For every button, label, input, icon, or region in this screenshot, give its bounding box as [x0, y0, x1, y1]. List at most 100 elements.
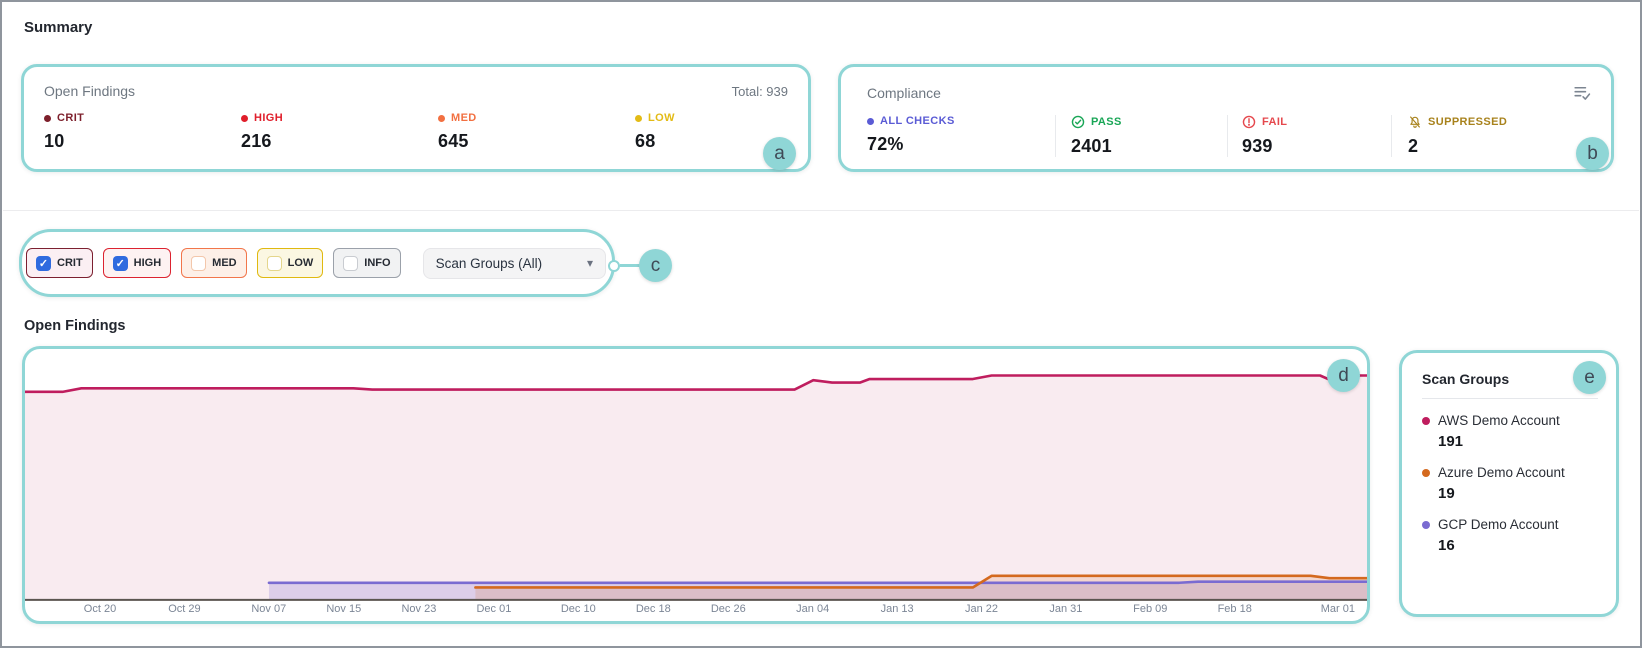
stat-value: 645 [438, 131, 469, 151]
compliance-card: Compliance ALL CHECKS 72% [838, 64, 1614, 172]
list-check-icon[interactable] [1572, 83, 1591, 102]
stat-label: PASS [1091, 116, 1122, 128]
findings-chart-panel: Oct 20 Oct 29 Nov 07 Nov 15 Nov 23 Dec 01 Dec … [22, 346, 1370, 624]
x-tick-label: Feb 18 [1217, 603, 1252, 615]
stat-label: FAIL [1262, 116, 1288, 128]
severity-filter-group: CRIT HIGH MED LOW INFO Scan Groups (All)… [19, 229, 615, 297]
badge-c-connector-line [620, 264, 640, 267]
x-tick-label: Jan 31 [1049, 603, 1083, 615]
stat-high: HIGH 216 [241, 112, 438, 152]
circle-check-icon [1071, 115, 1085, 129]
x-tick-label: Dec 01 [476, 603, 512, 615]
filter-pill-label: INFO [364, 257, 391, 269]
stat-crit: CRIT 10 [44, 112, 241, 152]
info-checkbox[interactable] [343, 255, 359, 271]
med-checkbox[interactable] [191, 255, 207, 271]
low-dot-icon [635, 114, 642, 122]
high-dot-icon [241, 114, 248, 122]
stat-value: 2401 [1071, 136, 1112, 156]
x-tick-label: Nov 23 [401, 603, 437, 615]
chart-line-gcp-demo-account [267, 580, 1367, 585]
scan-groups-dropdown[interactable]: Scan Groups (All) ▾ [422, 247, 606, 279]
stat-med: MED 645 [438, 112, 635, 152]
legend-item-name: GCP Demo Account [1438, 517, 1559, 532]
x-tick-label: Feb 09 [1133, 603, 1168, 615]
stat-low: LOW 68 [635, 112, 675, 152]
x-tick-label: Jan 22 [964, 603, 999, 615]
x-tick-label: Oct 20 [83, 603, 117, 615]
open-findings-card: Open Findings Total: 939 CRIT 10 HIGH 21… [21, 64, 811, 172]
compliance-stats: ALL CHECKS 72% PASS 2401 [867, 115, 1591, 157]
stat-suppressed: SUPPRESSED 2 [1391, 115, 1591, 157]
x-tick-label: Dec 18 [635, 603, 671, 615]
stat-value: 2 [1408, 136, 1419, 156]
legend-item-gcp: GCP Demo Account 16 [1422, 517, 1598, 554]
filter-pill-label: MED [212, 257, 237, 269]
circle-exclamation-icon [1242, 115, 1256, 129]
compliance-card-title: Compliance [867, 84, 941, 101]
bell-slash-icon [1408, 115, 1422, 129]
filter-pill-label: LOW [287, 257, 314, 269]
scan-groups-title: Scan Groups [1422, 371, 1510, 387]
page-title: Summary [24, 19, 93, 36]
stat-pass: PASS 2401 [1055, 115, 1227, 157]
all-checks-dot-icon [867, 117, 874, 125]
filter-pill-med[interactable]: MED [181, 248, 247, 278]
chart-line-azure-demo-account [474, 574, 1367, 589]
section-divider [3, 210, 1639, 211]
legend-item-aws: AWS Demo Account 191 [1422, 413, 1598, 450]
filter-pill-low[interactable]: LOW [256, 248, 324, 278]
x-tick-label: Jan 04 [796, 603, 830, 615]
stat-value: 72% [867, 134, 904, 154]
x-tick-label: Oct 29 [168, 603, 201, 615]
stat-fail: FAIL 939 [1227, 115, 1391, 157]
filter-pill-info[interactable]: INFO [333, 248, 401, 278]
med-dot-icon [438, 114, 445, 122]
filter-pill-label: HIGH [133, 257, 162, 269]
open-findings-stats: CRIT 10 HIGH 216 MED 645 [44, 112, 788, 152]
legend-item-name: AWS Demo Account [1438, 413, 1560, 428]
x-tick-label: Jan 13 [880, 603, 914, 615]
legend-item-value: 191 [1438, 433, 1464, 450]
stat-value: 939 [1242, 136, 1273, 156]
x-axis-ticks: Oct 20 Oct 29 Nov 07 Nov 15 Nov 23 Dec 01 Dec … [25, 603, 1367, 619]
legend-item-value: 19 [1438, 485, 1455, 502]
annotation-badge-a: a [763, 137, 796, 170]
annotation-badge-c: c [639, 249, 672, 282]
legend-item-azure: Azure Demo Account 19 [1422, 465, 1598, 502]
open-findings-card-title: Open Findings [44, 83, 136, 99]
aws-dot-icon [1422, 416, 1430, 425]
x-tick-label: Dec 26 [710, 603, 746, 615]
stat-label: SUPPRESSED [1428, 116, 1508, 128]
high-checkbox[interactable] [112, 255, 128, 271]
stat-label: ALL CHECKS [880, 115, 955, 127]
annotation-badge-e: e [1573, 361, 1606, 394]
chevron-down-icon: ▾ [586, 256, 593, 270]
chart-area-aws-demo-account [25, 375, 1367, 600]
x-tick-label: Nov 07 [251, 603, 287, 615]
legend-item-name: Azure Demo Account [1438, 465, 1565, 480]
filter-pill-crit[interactable]: CRIT [26, 248, 93, 278]
crit-checkbox[interactable] [36, 255, 51, 271]
stat-all-checks: ALL CHECKS 72% [867, 115, 1055, 157]
filter-pill-high[interactable]: HIGH [102, 248, 172, 278]
findings-trend-chart[interactable] [25, 349, 1367, 621]
stat-label: CRIT [57, 112, 85, 124]
badge-c-connector-ring [608, 260, 620, 272]
low-checkbox[interactable] [266, 255, 282, 271]
stat-label: MED [451, 112, 477, 124]
stat-value: 10 [44, 131, 65, 151]
scan-groups-panel: Scan Groups AWS Demo Account 191 Azure D… [1399, 350, 1619, 617]
x-tick-label: Nov 15 [326, 603, 362, 615]
filter-pill-label: CRIT [57, 257, 83, 269]
stat-value: 216 [241, 131, 272, 151]
x-tick-label: Dec 10 [560, 603, 596, 615]
scan-groups-dropdown-value: Scan Groups (All) [435, 255, 543, 271]
chart-section-title: Open Findings [24, 318, 126, 334]
annotation-badge-b: b [1576, 137, 1609, 170]
gcp-dot-icon [1422, 520, 1430, 529]
legend-divider [1422, 398, 1598, 399]
crit-dot-icon [44, 114, 51, 122]
stat-label: LOW [648, 112, 675, 124]
